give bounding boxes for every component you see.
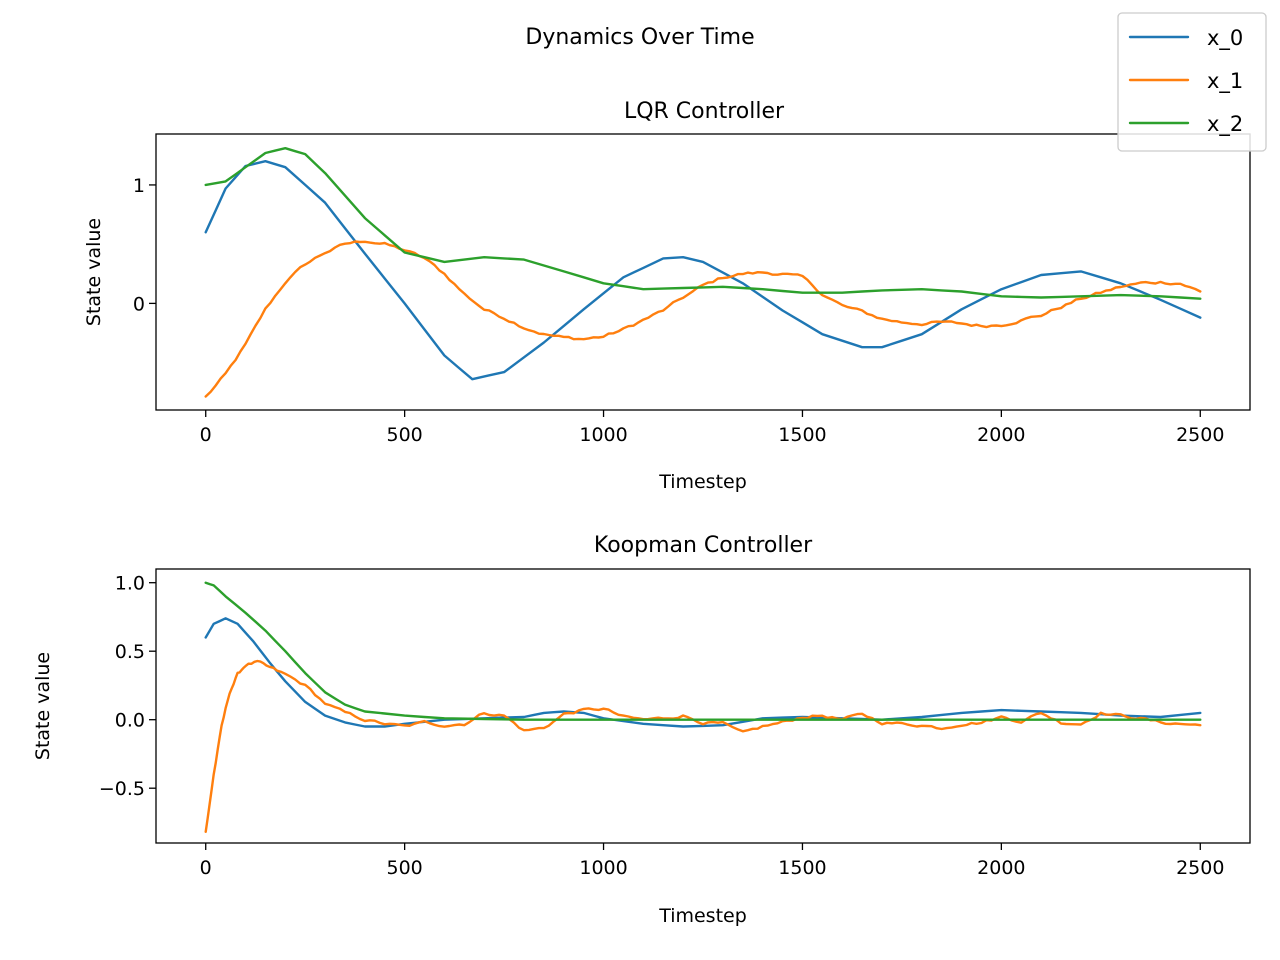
koopman-x-tick-label: 0: [200, 857, 212, 879]
koopman-x-tick-label: 2500: [1176, 857, 1224, 879]
koopman-y-tick-label: 1.0: [115, 573, 145, 595]
koopman-tick-group: 0 500 1000 1500 2000 2500 1.0 0.5 0.0 −0.5: [99, 573, 1225, 879]
koopman-x-tick-label: 500: [387, 857, 423, 879]
koopman-x-tick-label: 2000: [977, 857, 1025, 879]
legend: x_0 x_1 x_2: [1117, 12, 1267, 152]
lqr-x-tick-label: 1000: [579, 424, 627, 446]
lqr-subplot-title: LQR Controller: [624, 99, 785, 124]
koopman-y-tick-label: 0.5: [115, 641, 145, 663]
lqr-x-tick-label: 0: [200, 424, 212, 446]
koopman-subplot-title: Koopman Controller: [594, 533, 813, 558]
koopman-plot-frame: [155, 568, 1251, 844]
lqr-x-axis-label: Timestep: [658, 471, 747, 493]
legend-box: [1117, 12, 1267, 152]
koopman-x-tick-label: 1500: [778, 857, 826, 879]
koopman-series-group: [204, 581, 1202, 833]
lqr-y-axis-label: State value: [83, 218, 105, 326]
lqr-series-x2: [204, 146, 1202, 300]
koopman-series-x0: [204, 617, 1202, 728]
lqr-plot-frame: [155, 133, 1251, 411]
lqr-x-tick-label: 2500: [1176, 424, 1224, 446]
legend-label-x1: x_1: [1207, 69, 1243, 94]
koopman-subplot: Koopman Controller 0 500 1000 1500 2000 2500 1…: [32, 533, 1251, 927]
lqr-subplot: LQR Controller 0 500 1000 1500 2000 2500 0 1 Ti…: [83, 99, 1251, 493]
koopman-series-x2: [204, 581, 1202, 721]
lqr-series-group: [204, 146, 1202, 398]
lqr-series-x1: [204, 240, 1202, 398]
lqr-tick-group: 0 500 1000 1500 2000 2500 0 1: [133, 175, 1225, 446]
koopman-series-x1: [204, 659, 1202, 833]
lqr-y-tick-label: 1: [133, 175, 145, 197]
lqr-x-tick-label: 1500: [778, 424, 826, 446]
koopman-x-tick-label: 1000: [579, 857, 627, 879]
lqr-x-tick-label: 500: [387, 424, 423, 446]
koopman-y-axis-label: State value: [32, 652, 54, 760]
koopman-y-tick-label: −0.5: [99, 778, 145, 800]
figure-title: Dynamics Over Time: [525, 25, 754, 50]
koopman-x-axis-label: Timestep: [658, 905, 747, 927]
lqr-series-x0: [204, 159, 1202, 381]
lqr-y-tick-label: 0: [133, 293, 145, 315]
legend-label-x2: x_2: [1207, 112, 1243, 137]
lqr-x-tick-label: 2000: [977, 424, 1025, 446]
koopman-y-tick-label: 0.0: [115, 710, 145, 732]
legend-label-x0: x_0: [1207, 26, 1243, 51]
